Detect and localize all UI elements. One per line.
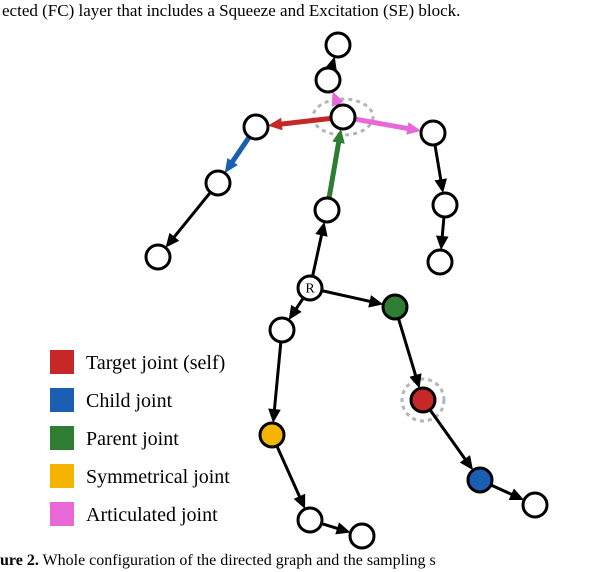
joint-lhand [428, 250, 452, 274]
edge-arrowhead [368, 295, 383, 307]
edge-arrowhead [406, 122, 421, 134]
joint-neck [316, 68, 340, 92]
edge-arrowhead [332, 129, 344, 144]
joint-relbow [206, 171, 230, 195]
joint-label-root: R [305, 282, 315, 297]
legend-swatch-child [50, 388, 74, 412]
joint-rhand [146, 245, 170, 269]
edge-arrowhead [460, 455, 473, 470]
legend-label-symmetrical: Symmetrical joint [86, 466, 230, 488]
joint-rknee [260, 423, 284, 447]
edge [398, 318, 417, 381]
joint-lshoulder [421, 121, 445, 145]
edge-arrowhead [268, 409, 281, 424]
edge-arrowhead [436, 236, 449, 250]
joint-rankle [298, 508, 322, 532]
legend-label-target: Target joint (self) [86, 352, 225, 374]
edge [274, 342, 281, 415]
legend-swatch-symmetrical [50, 464, 74, 488]
edge [170, 192, 210, 241]
joint-lknee [411, 388, 435, 412]
edge-arrowhead [335, 522, 350, 534]
edge [277, 446, 302, 502]
joint-rfoot [350, 524, 374, 548]
legend-label-parent: Parent joint [86, 428, 179, 450]
legend-swatch-articulated [50, 502, 74, 526]
edge [276, 118, 332, 124]
joint-rshoulder [244, 115, 268, 139]
joint-spine [315, 198, 339, 222]
edge [329, 136, 340, 198]
edge [322, 291, 376, 303]
joint-chest [331, 105, 355, 129]
skeleton-diagram: R Target joint (self) Child joint Parent j… [0, 0, 608, 572]
edge-arrowhead [315, 222, 327, 237]
joint-lankle [468, 468, 492, 492]
joint-lhip [383, 295, 407, 319]
edge [355, 119, 414, 129]
joint-head [326, 33, 350, 57]
joint-lelbow [433, 193, 457, 217]
legend-swatch-target [50, 350, 74, 374]
joint-lfoot [523, 493, 547, 517]
edge-arrowhead [435, 178, 447, 193]
edge-arrowhead [268, 118, 283, 131]
edge-arrowhead [289, 305, 302, 320]
legend-label-articulated: Articulated joint [86, 504, 218, 526]
legend-label-child: Child joint [86, 390, 173, 412]
edge [313, 229, 323, 276]
edge-arrowhead [409, 373, 421, 388]
joint-rhip [270, 318, 294, 342]
edge [430, 410, 469, 464]
legend-swatch-parent [50, 426, 74, 450]
